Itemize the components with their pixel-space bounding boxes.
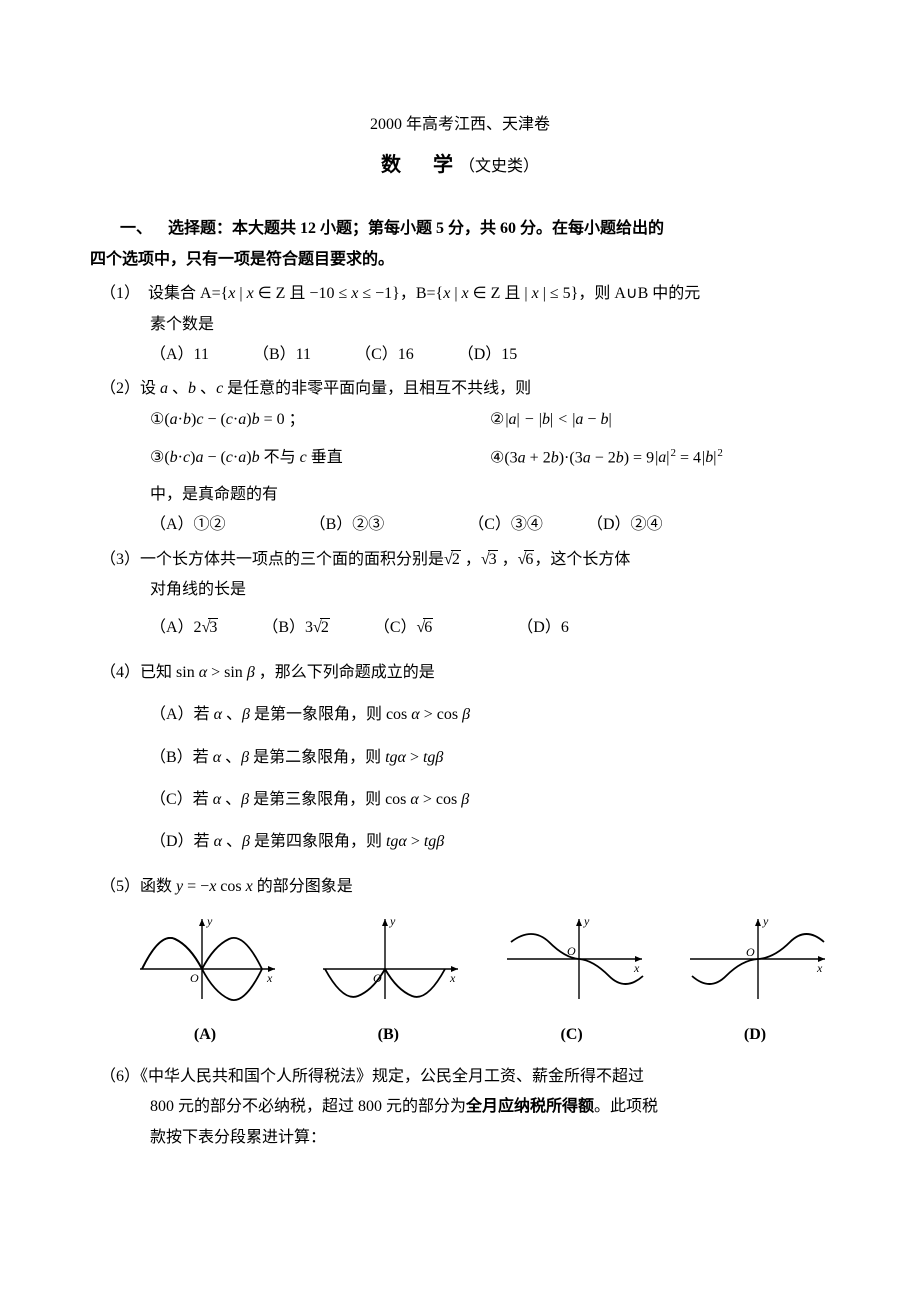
q2-row2: ③(b·c)a − (c·a)b 不与 c 垂直 ④(3a + 2b)·(3a …: [150, 443, 830, 474]
q5-graph-d: y x O (D): [680, 914, 830, 1050]
q3-opt-d: （D）6: [517, 613, 569, 643]
q3-stem: （3）一个长方体共一项点的三个面的面积分别是2 ，3 ，6，这个长方体: [100, 545, 830, 575]
q4-opt-c: （C）若 α 、β 是第三象限角，则 cos α > cos β: [150, 785, 830, 815]
graph-c-svg: y x O: [497, 914, 647, 1004]
svg-text:O: O: [190, 971, 199, 985]
q2-s4: ④(3a + 2b)·(3a − 2b) = 9a2 = 4b2: [490, 443, 830, 474]
q1-opt-a: （A）11: [150, 340, 209, 370]
svg-text:y: y: [389, 914, 396, 928]
section-1-header: 一、 选择题：本大题共 12 小题；第每小题 5 分，共 60 分。在每小题给出…: [120, 214, 830, 244]
q3-options: （A）23 （B）32 （C）6 （D）6: [150, 613, 830, 643]
q2-row1: ①(a·b)c − (c·a)b = 0 ； ②a − b < a − b: [150, 405, 830, 435]
q2-opt-a: （A）①②: [150, 510, 226, 540]
question-4: （4）已知 sin α > sin β ，那么下列命题成立的是 （A）若 α 、…: [100, 658, 830, 858]
graph-b-svg: y x O: [313, 914, 463, 1004]
q2-opt-d: （D）②④: [587, 510, 663, 540]
section-text1: 选择题：本大题共 12 小题；第每小题 5 分，共 60 分。在每小题给出的: [168, 220, 664, 237]
q3-line2: 对角线的长是: [150, 575, 830, 605]
q6-line2: 800 元的部分不必纳税，超过 800 元的部分为全月应纳税所得额。此项税: [150, 1092, 830, 1122]
q5-graph-b: y x O (B): [313, 914, 463, 1050]
q1-options: （A）11 （B）11 （C）16 （D）15: [150, 340, 830, 370]
q5-label-a: (A): [130, 1020, 280, 1050]
q1-line2: 素个数是: [150, 310, 830, 340]
svg-text:x: x: [816, 961, 823, 975]
q2-options: （A）①② （B）②③ （C）③④ （D）②④: [150, 510, 830, 540]
q1-opt-b: （B）11: [253, 340, 311, 370]
q4-opt-b: （B）若 α 、β 是第二象限角，则 tgα > tgβ: [150, 743, 830, 773]
q5-graphs: y x O (A) y x O (B): [130, 914, 830, 1050]
q6-bold: 全月应纳税所得额: [466, 1098, 594, 1115]
q2-s2: ②a − b < a − b: [490, 405, 830, 435]
question-2: （2）设 a 、b 、c 是任意的非零平面向量，且相互不共线，则 ①(a·b)c…: [100, 374, 830, 540]
svg-text:x: x: [266, 971, 273, 985]
section-prefix: 一、: [120, 220, 152, 237]
q4-stem: （4）已知 sin α > sin β ，那么下列命题成立的是: [100, 658, 830, 688]
q2-line3: 中，是真命题的有: [150, 480, 830, 510]
q5-graph-a: y x O (A): [130, 914, 280, 1050]
question-6: （6）《中华人民共和国个人所得税法》规定，公民全月工资、薪金所得不超过 800 …: [100, 1062, 830, 1153]
svg-text:y: y: [206, 914, 213, 928]
svg-text:x: x: [449, 971, 456, 985]
q5-label-d: (D): [680, 1020, 830, 1050]
q2-opt-b: （B）②③: [310, 510, 385, 540]
q6-line3: 款按下表分段累进计算：: [150, 1123, 830, 1153]
svg-text:y: y: [762, 914, 769, 928]
svg-text:x: x: [633, 961, 640, 975]
q5-label-b: (B): [313, 1020, 463, 1050]
svg-text:O: O: [746, 945, 755, 959]
q2-s3: ③(b·c)a − (c·a)b 不与 c 垂直: [150, 443, 490, 474]
graph-a-svg: y x O: [130, 914, 280, 1004]
exam-title: 数 学（文史类）: [90, 146, 830, 184]
q1-opt-d: （D）15: [458, 340, 518, 370]
q3-opt-a: （A）23: [150, 613, 218, 643]
q5-label-c: (C): [497, 1020, 647, 1050]
q1-stem: （1） 设集合 A={x | x ∈ Z 且 −10 ≤ x ≤ −1}，B={…: [100, 279, 830, 309]
exam-source: 2000 年高考江西、天津卷: [90, 110, 830, 140]
q1-opt-c: （C）16: [355, 340, 414, 370]
question-5: （5）函数 y = −x cos x 的部分图象是 y x O (A): [100, 872, 830, 1050]
q3-opt-c: （C）6: [374, 613, 433, 643]
section-text2: 四个选项中，只有一项是符合题目要求的。: [90, 245, 830, 275]
subject-category: （文史类）: [459, 158, 539, 175]
graph-d-svg: y x O: [680, 914, 830, 1004]
q2-s1: ①(a·b)c − (c·a)b = 0 ；: [150, 405, 490, 435]
q5-stem: （5）函数 y = −x cos x 的部分图象是: [100, 872, 830, 902]
q2-stem: （2）设 a 、b 、c 是任意的非零平面向量，且相互不共线，则: [100, 374, 830, 404]
question-3: （3）一个长方体共一项点的三个面的面积分别是2 ，3 ，6，这个长方体 对角线的…: [100, 545, 830, 644]
q5-graph-c: y x O (C): [497, 914, 647, 1050]
q4-opt-d: （D）若 α 、β 是第四象限角，则 tgα > tgβ: [150, 827, 830, 857]
q2-opt-c: （C）③④: [468, 510, 543, 540]
q4-opt-a: （A）若 α 、β 是第一象限角，则 cos α > cos β: [150, 700, 830, 730]
q3-opt-b: （B）32: [262, 613, 329, 643]
subject-name: 数 学: [381, 154, 459, 176]
q6-line1: （6）《中华人民共和国个人所得税法》规定，公民全月工资、薪金所得不超过: [100, 1062, 830, 1092]
svg-text:y: y: [583, 914, 590, 928]
question-1: （1） 设集合 A={x | x ∈ Z 且 −10 ≤ x ≤ −1}，B={…: [100, 279, 830, 370]
